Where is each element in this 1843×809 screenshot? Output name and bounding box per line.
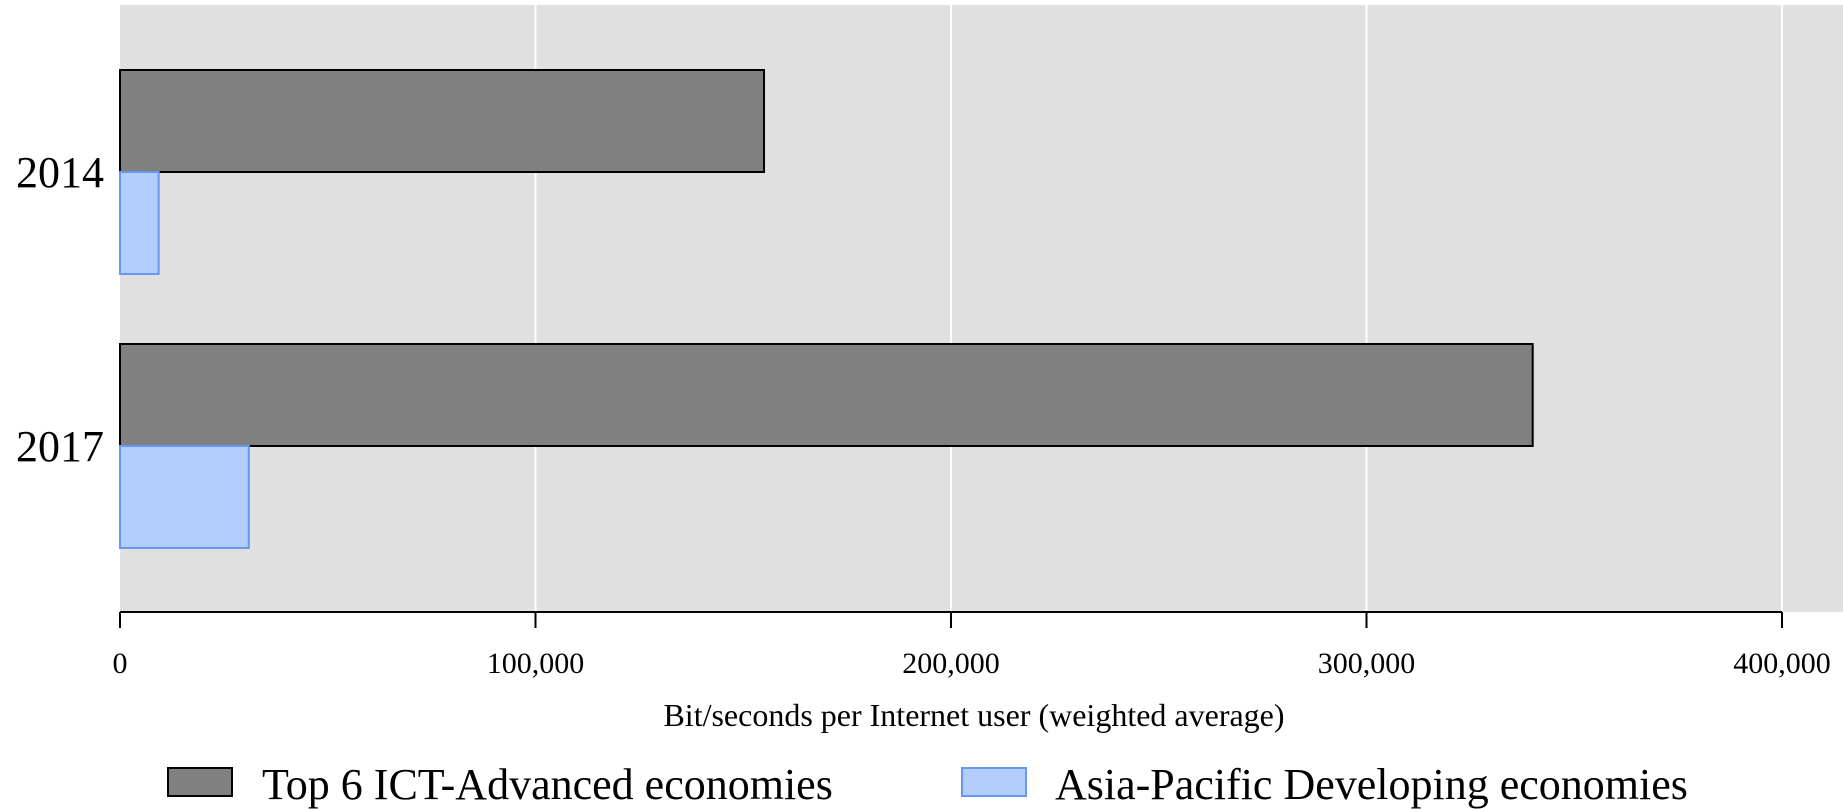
x-axis-title: Bit/seconds per Internet user (weighted …: [663, 697, 1284, 733]
y-category-label: 2017: [16, 422, 104, 471]
y-axis: 2014 2017: [16, 148, 104, 471]
legend-swatch: [167, 767, 233, 797]
bar-2017-series-2: [119, 445, 250, 549]
x-tick-label: 0: [113, 647, 128, 680]
x-tick-label: 200,000: [902, 647, 1000, 680]
x-axis: 0 100,000 200,000 300,000 400,000: [113, 611, 1831, 680]
bars: [119, 69, 1534, 549]
x-tick-label: 300,000: [1318, 647, 1416, 680]
y-category-label: 2014: [16, 148, 104, 197]
x-tick-label: 100,000: [487, 647, 585, 680]
legend-label: Top 6 ICT-Advanced economies: [262, 760, 833, 809]
legend-label: Asia-Pacific Developing economies: [1055, 760, 1688, 809]
legend: Top 6 ICT-Advanced economies Asia-Pacific…: [167, 760, 1688, 809]
bar-2014-series-2: [119, 171, 160, 275]
bar-2014-series-1: [119, 69, 766, 173]
x-tick-label: 400,000: [1733, 647, 1831, 680]
legend-swatch: [961, 767, 1027, 797]
bar-2017-series-1: [119, 343, 1534, 447]
